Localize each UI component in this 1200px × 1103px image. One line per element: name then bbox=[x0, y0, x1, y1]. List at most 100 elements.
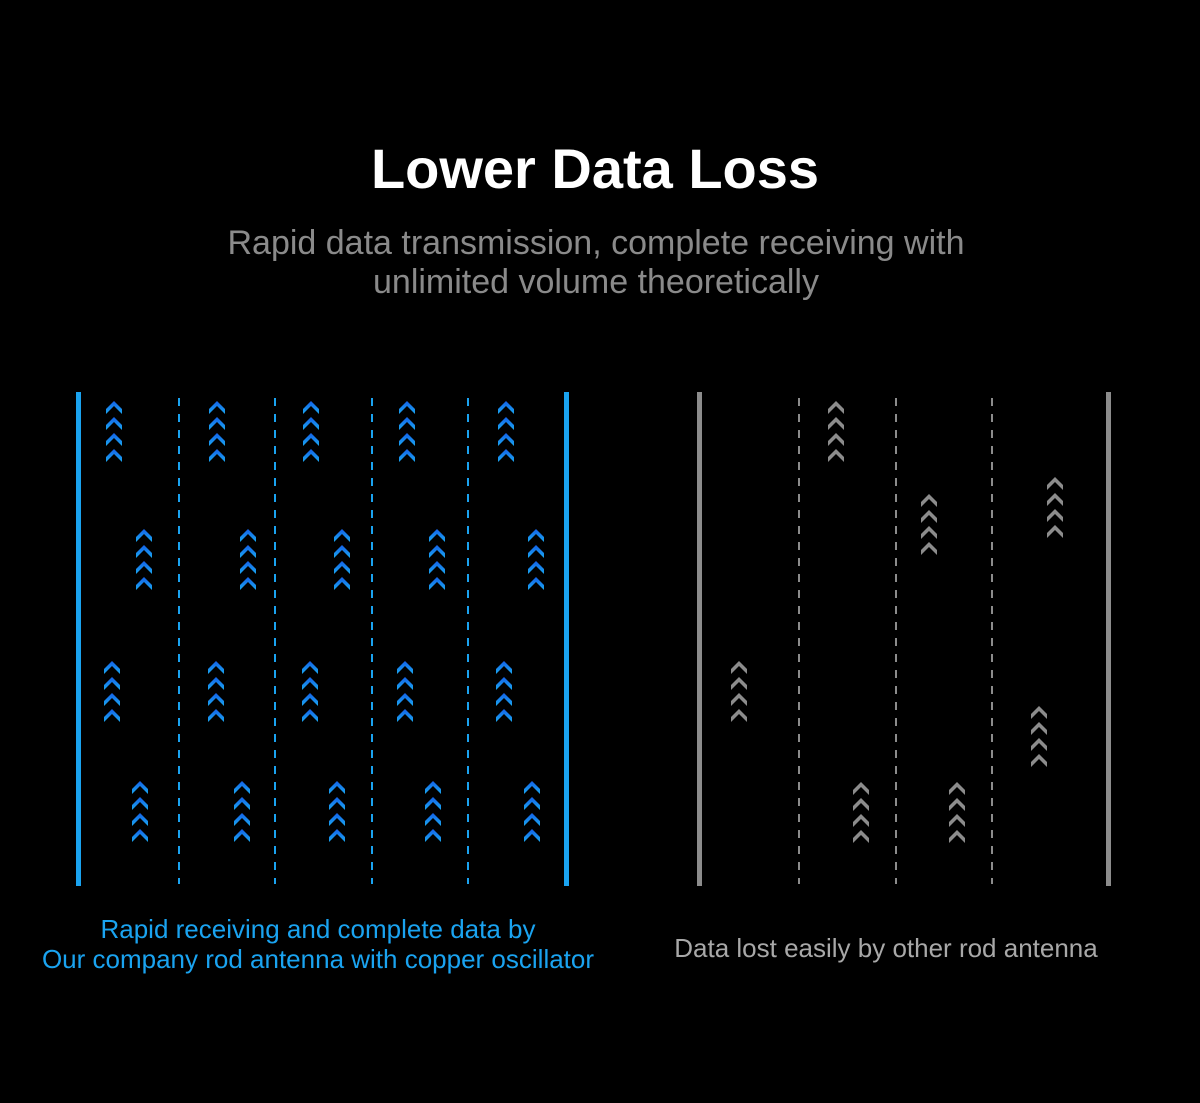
chevron-up-icon bbox=[496, 661, 512, 674]
chevron-up-icon bbox=[334, 577, 350, 590]
chevron-up-icon bbox=[209, 417, 225, 430]
chevron-up-icon bbox=[240, 577, 256, 590]
chevron-up-icon bbox=[209, 433, 225, 446]
chevron-up-icon bbox=[731, 709, 747, 722]
chevron-up-icon bbox=[136, 545, 152, 558]
arrow-stack bbox=[136, 529, 152, 590]
arrow-stack bbox=[828, 401, 844, 462]
right-border-line bbox=[564, 392, 569, 886]
chevron-up-icon bbox=[949, 798, 965, 811]
right-caption: Data lost easily by other rod antenna bbox=[674, 933, 1098, 963]
arrow-stack bbox=[949, 782, 965, 843]
chevron-up-icon bbox=[921, 542, 937, 555]
arrow-stack bbox=[853, 782, 869, 843]
chevron-up-icon bbox=[240, 545, 256, 558]
chevron-up-icon bbox=[498, 449, 514, 462]
chevron-up-icon bbox=[498, 433, 514, 446]
arrow-stack bbox=[397, 661, 413, 722]
arrow-stack bbox=[528, 529, 544, 590]
chevron-up-icon bbox=[429, 545, 445, 558]
chevron-up-icon bbox=[1047, 493, 1063, 506]
chevron-up-icon bbox=[399, 433, 415, 446]
chevron-up-icon bbox=[334, 561, 350, 574]
chevron-up-icon bbox=[1047, 525, 1063, 538]
chevron-up-icon bbox=[399, 417, 415, 430]
chevron-up-icon bbox=[208, 677, 224, 690]
left-caption-line-2: Our company rod antenna with copper osci… bbox=[41, 944, 595, 974]
chevron-up-icon bbox=[1031, 738, 1047, 751]
chevron-up-icon bbox=[132, 781, 148, 794]
chevron-up-icon bbox=[425, 829, 441, 842]
chevron-up-icon bbox=[240, 529, 256, 542]
right-panel-left-border bbox=[697, 392, 702, 886]
chevron-up-icon bbox=[524, 781, 540, 794]
chevron-up-icon bbox=[853, 782, 869, 795]
chevron-up-icon bbox=[1047, 509, 1063, 522]
left-antenna-panel bbox=[76, 392, 569, 886]
right-panel-right-border bbox=[1106, 392, 1111, 886]
arrow-stack bbox=[334, 529, 350, 590]
chevron-up-icon bbox=[106, 417, 122, 430]
chevron-up-icon bbox=[303, 433, 319, 446]
chevron-up-icon bbox=[209, 401, 225, 414]
chevron-up-icon bbox=[921, 494, 937, 507]
chevron-up-icon bbox=[132, 797, 148, 810]
chevron-up-icon bbox=[731, 661, 747, 674]
left-border-line bbox=[76, 392, 81, 886]
chevron-up-icon bbox=[528, 561, 544, 574]
chevron-up-icon bbox=[524, 829, 540, 842]
arrow-stack bbox=[399, 401, 415, 462]
chevron-up-icon bbox=[425, 797, 441, 810]
page-subtitle: Rapid data transmission, complete receiv… bbox=[0, 224, 1192, 302]
arrow-stack bbox=[921, 494, 937, 555]
chevron-up-icon bbox=[329, 813, 345, 826]
chevron-up-icon bbox=[132, 813, 148, 826]
chevron-up-icon bbox=[429, 529, 445, 542]
chevron-up-icon bbox=[132, 829, 148, 842]
arrow-stack bbox=[234, 781, 250, 842]
chevron-up-icon bbox=[1031, 754, 1047, 767]
chevron-up-icon bbox=[1047, 477, 1063, 490]
left-caption: Rapid receiving and complete data by Our… bbox=[0, 914, 636, 974]
chevron-up-icon bbox=[106, 449, 122, 462]
chevron-up-icon bbox=[425, 813, 441, 826]
chevron-up-icon bbox=[828, 417, 844, 430]
chevron-up-icon bbox=[234, 813, 250, 826]
chevron-up-icon bbox=[853, 798, 869, 811]
chevron-up-icon bbox=[921, 510, 937, 523]
arrow-stack bbox=[429, 529, 445, 590]
subtitle-line-1: Rapid data transmission, complete receiv… bbox=[227, 224, 965, 262]
arrow-stack bbox=[1047, 477, 1063, 538]
chevron-up-icon bbox=[949, 782, 965, 795]
arrow-stack bbox=[106, 401, 122, 462]
chevron-up-icon bbox=[329, 781, 345, 794]
chevron-up-icon bbox=[528, 529, 544, 542]
chevron-up-icon bbox=[949, 830, 965, 843]
chevron-up-icon bbox=[240, 561, 256, 574]
subtitle-line-2: unlimited volume theoretically bbox=[373, 263, 819, 301]
chevron-up-icon bbox=[1031, 706, 1047, 719]
chevron-up-icon bbox=[208, 693, 224, 706]
chevron-up-icon bbox=[1031, 722, 1047, 735]
chevron-up-icon bbox=[234, 797, 250, 810]
chevron-up-icon bbox=[234, 781, 250, 794]
page-title: Lower Data Loss bbox=[370, 137, 820, 200]
chevron-up-icon bbox=[329, 829, 345, 842]
chevron-up-icon bbox=[731, 677, 747, 690]
chevron-up-icon bbox=[302, 677, 318, 690]
chevron-up-icon bbox=[524, 813, 540, 826]
chevron-up-icon bbox=[496, 693, 512, 706]
chevron-up-icon bbox=[528, 545, 544, 558]
arrow-stack bbox=[524, 781, 540, 842]
arrow-stack bbox=[425, 781, 441, 842]
chevron-up-icon bbox=[104, 693, 120, 706]
chevron-up-icon bbox=[429, 577, 445, 590]
chevron-up-icon bbox=[104, 677, 120, 690]
chevron-up-icon bbox=[303, 401, 319, 414]
chevron-up-icon bbox=[334, 529, 350, 542]
arrow-stack bbox=[302, 661, 318, 722]
chevron-up-icon bbox=[104, 661, 120, 674]
chevron-up-icon bbox=[208, 661, 224, 674]
chevron-up-icon bbox=[106, 401, 122, 414]
chevron-up-icon bbox=[828, 449, 844, 462]
